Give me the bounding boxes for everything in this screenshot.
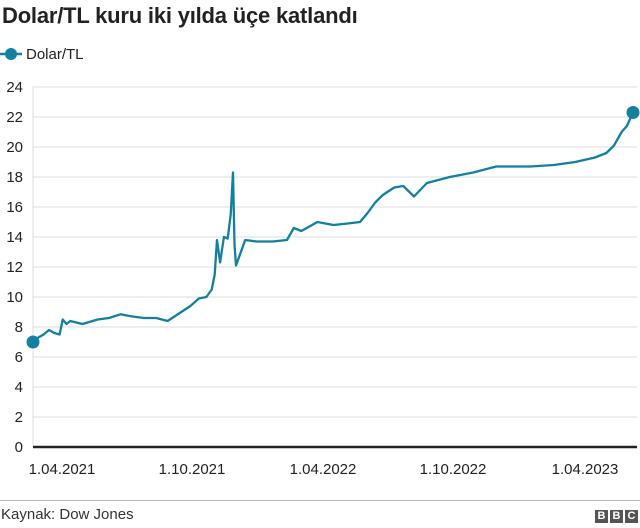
footer-divider [0, 500, 640, 501]
y-tick-label: 20 [6, 139, 23, 156]
source-text: Kaynak: Dow Jones [1, 506, 134, 523]
bbc-logo-letter: C [625, 510, 638, 523]
y-tick-label: 6 [15, 349, 23, 366]
bbc-logo: B B C [595, 510, 638, 523]
y-tick-label: 10 [6, 289, 23, 306]
line-dot-icon [0, 48, 22, 60]
y-tick-label: 16 [6, 199, 23, 216]
y-tick-label: 12 [6, 259, 23, 276]
chart-title: Dolar/TL kuru iki yılda üçe katlandı [2, 3, 358, 28]
y-tick-label: 22 [6, 109, 23, 126]
x-axis-ticks: 1.04.2021 1.10.2021 1.04.2022 1.10.2022 1.04… [29, 461, 619, 478]
y-tick-label: 0 [15, 439, 23, 456]
y-tick-label: 8 [15, 319, 23, 336]
y-tick-label: 24 [6, 79, 23, 96]
bbc-logo-letter: B [595, 510, 608, 523]
y-tick-label: 2 [15, 409, 23, 426]
y-tick-label: 14 [6, 229, 23, 246]
bbc-logo-letter: B [610, 510, 623, 523]
x-tick-label: 1.04.2023 [552, 461, 619, 478]
x-tick-label: 1.10.2022 [420, 461, 487, 478]
y-tick-label: 18 [6, 169, 23, 186]
start-point-marker [26, 335, 40, 349]
x-tick-label: 1.04.2021 [29, 461, 96, 478]
series-line-dolar-tl [31, 111, 635, 344]
x-tick-label: 1.10.2021 [159, 461, 226, 478]
end-point-marker [626, 106, 640, 119]
gridlines [32, 86, 637, 447]
y-tick-label: 4 [15, 379, 23, 396]
x-tick-label: 1.04.2022 [290, 461, 357, 478]
legend-label: Dolar/TL [26, 45, 84, 63]
legend: Dolar/TL [0, 44, 84, 64]
